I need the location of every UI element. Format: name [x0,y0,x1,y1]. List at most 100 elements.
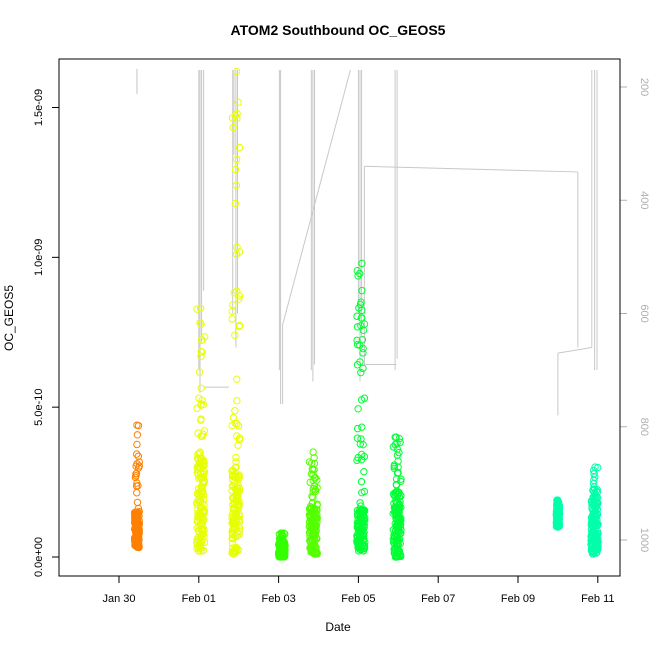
data-point [307,511,315,520]
data-point [197,547,205,555]
x-tick-label: Feb 03 [261,593,295,605]
data-point [356,440,365,448]
pressure-trace-line [364,165,578,173]
series-cluster [130,421,144,552]
data-point [197,336,206,344]
data-points-layer [130,67,602,561]
data-point [197,532,205,541]
data-point [197,482,206,491]
data-point [392,433,400,441]
data-point [232,453,240,462]
series-cluster [305,448,321,558]
series-cluster [274,529,289,561]
data-point [359,349,367,357]
y-tick-label: 1.0e-09 [33,239,45,276]
data-point [357,314,365,322]
data-point [308,509,317,518]
data-point [197,537,205,545]
data-point [309,488,317,496]
data-point [593,537,602,546]
data-point [392,534,401,542]
series-cluster [389,433,405,561]
data-point [354,405,362,413]
data-point [233,375,241,383]
data-point [392,544,400,553]
data-point [229,471,238,479]
data-point [196,318,204,327]
x-tick-label: Feb 09 [501,593,535,605]
data-point [232,155,241,164]
data-point [195,394,203,402]
data-point [232,67,241,76]
data-point [311,485,320,494]
data-point [235,527,243,535]
y2-tick-label: 1000 [638,528,650,552]
data-point [312,549,321,558]
data-point [310,459,319,468]
data-point [310,538,319,547]
data-point [195,474,203,482]
data-point [275,549,284,557]
data-point [194,462,203,471]
data-point [229,494,237,503]
data-point [313,549,321,557]
data-point [229,516,237,525]
data-point [555,509,564,518]
data-point [353,312,361,320]
x-tick-label: Feb 07 [421,593,455,605]
data-point [390,499,398,508]
data-point [133,525,141,533]
data-point [196,491,204,500]
data-point [310,454,318,462]
data-point [198,520,206,529]
data-point [234,472,243,480]
data-point [197,432,205,440]
data-point [197,400,206,408]
data-point [194,513,202,521]
data-point [233,243,241,252]
data-point [132,450,141,458]
data-point [391,540,399,549]
data-point [358,286,366,295]
data-point [199,506,207,515]
data-point [395,503,404,512]
data-point [355,543,364,551]
data-point [356,341,364,349]
data-point [354,272,362,280]
data-point [231,549,240,557]
data-point [134,452,143,460]
data-point [199,491,208,499]
data-point [197,352,205,360]
data-point [197,493,205,501]
data-point [234,481,242,490]
y2-tick-label: 200 [638,78,650,96]
data-point [308,499,317,507]
data-point [395,516,403,525]
y-tick-label: 1.5e-09 [33,89,45,126]
data-point [591,544,599,552]
data-point [306,529,314,538]
data-point [395,488,403,497]
data-point [132,542,141,551]
data-point [590,548,598,556]
data-point [313,518,321,527]
data-point [277,533,285,541]
data-point [588,504,596,513]
data-point [234,441,242,449]
data-point [353,456,361,465]
data-point [354,547,363,555]
series-cluster [587,463,602,558]
data-point [196,416,205,424]
data-point [591,516,599,524]
data-point [132,469,141,478]
data-point [309,471,317,479]
data-point [231,419,239,427]
data-point [133,440,141,449]
data-point [133,460,141,468]
data-point [133,431,142,439]
data-point [358,423,366,431]
data-point [195,527,203,536]
data-point [193,305,201,313]
data-point [232,181,241,190]
data-point [397,475,405,483]
